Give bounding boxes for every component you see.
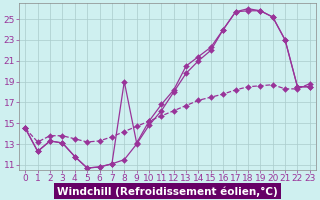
X-axis label: Windchill (Refroidissement éolien,°C): Windchill (Refroidissement éolien,°C) [57,186,278,197]
